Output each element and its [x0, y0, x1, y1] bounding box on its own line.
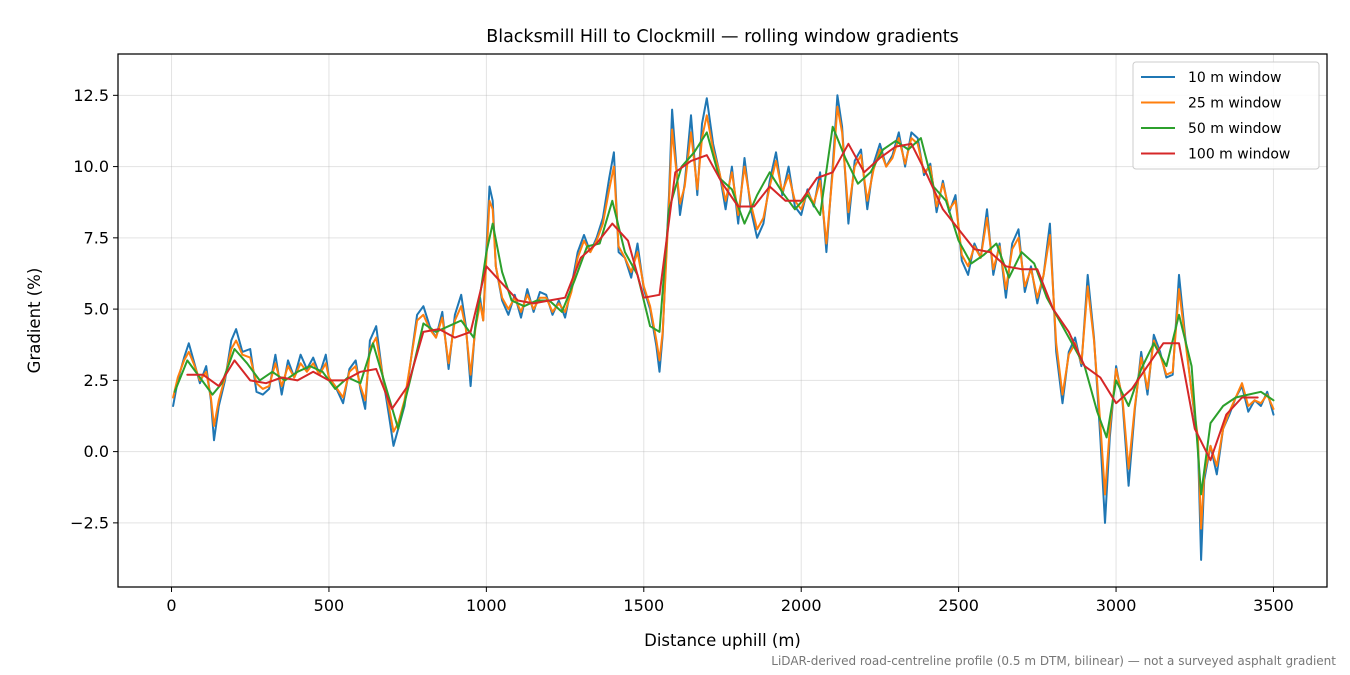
x-tick-label: 500	[314, 596, 345, 615]
x-axis-label: Distance uphill (m)	[644, 631, 801, 650]
x-tick-label: 2000	[781, 596, 822, 615]
plot-frame	[117, 53, 1328, 588]
y-axis-label: Gradient (%)	[25, 268, 44, 374]
y-tick-label: 5.0	[84, 300, 109, 319]
chart-title: Blacksmill Hill to Clockmill — rolling w…	[486, 27, 959, 47]
y-axis-ticks: −2.5 0.0 2.5 5.0 7.5 10.0 12.5	[70, 86, 118, 532]
y-tick-label: 7.5	[84, 228, 109, 247]
y-tick-label: −2.5	[70, 513, 109, 532]
y-tick-label: 10.0	[73, 157, 109, 176]
x-tick-label: 1000	[466, 596, 507, 615]
legend-label-1: 10 m window	[1188, 70, 1281, 86]
x-tick-label: 3000	[1096, 596, 1137, 615]
legend: 10 m window 25 m window 50 m window 100 m w…	[1132, 61, 1320, 170]
x-tick-label: 1500	[623, 596, 664, 615]
legend-label-3: 50 m window	[1188, 121, 1281, 137]
x-tick-label: 3500	[1253, 596, 1294, 615]
legend-box	[1132, 61, 1320, 170]
y-tick-label: 12.5	[73, 86, 109, 105]
y-tick-label: 0.0	[84, 442, 109, 461]
x-tick-label: 2500	[938, 596, 979, 615]
series-line-4	[186, 142, 1259, 462]
y-tick-label: 2.5	[84, 371, 109, 390]
footnote: LiDAR-derived road-centreline profile (0…	[771, 654, 1336, 668]
legend-label-2: 25 m window	[1188, 96, 1281, 112]
legend-label-4: 100 m window	[1188, 147, 1290, 163]
series-lines	[172, 94, 1275, 561]
x-axis-ticks: 0 500 1000 1500 2000 2500 3000 3500	[166, 587, 1294, 615]
x-tick-label: 0	[166, 596, 176, 615]
